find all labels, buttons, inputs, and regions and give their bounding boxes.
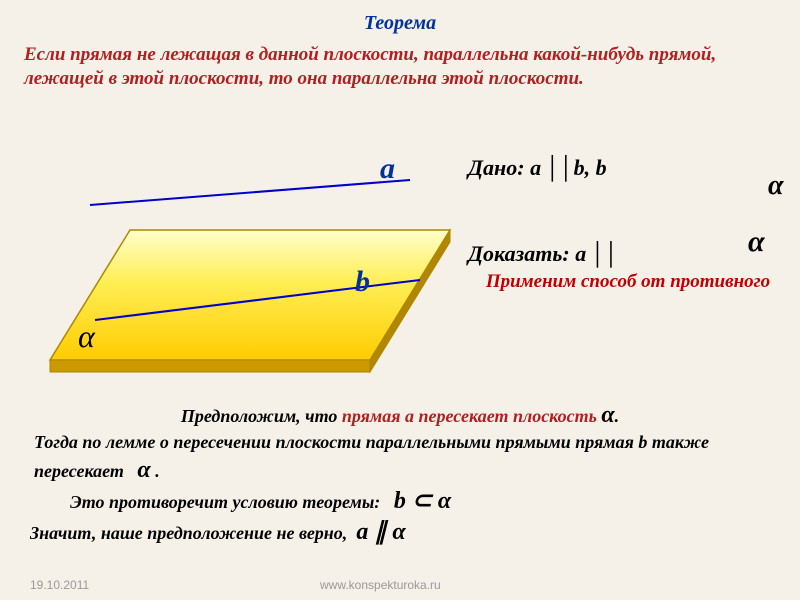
given-text: Дано: a ││b, b <box>468 155 607 180</box>
footer-url: www.konspekturoka.ru <box>320 578 441 592</box>
label-alpha: α <box>78 318 95 355</box>
given-line: Дано: a ││b, b <box>468 155 788 181</box>
theorem-statement: Если прямая не лежащая в данной плоскост… <box>0 35 800 97</box>
right-column: Дано: a ││b, b α Доказать: a ││ α Примен… <box>468 155 788 293</box>
expr-b-subset-alpha: b ⊂ α <box>394 488 451 514</box>
proof-block: Предположим, что прямая а пересекает пло… <box>30 400 770 548</box>
geometry-diagram: a b α <box>30 150 460 390</box>
alpha-2: α <box>137 457 150 483</box>
prove-text: Доказать: a ││ <box>468 241 619 266</box>
label-a: a <box>380 152 395 186</box>
proof-assumption: прямая а пересекает плоскость <box>342 406 597 426</box>
footer-date: 19.10.2011 <box>30 578 89 592</box>
expr-a-parallel-alpha: a ∥ α <box>356 519 405 545</box>
given-alpha: α <box>768 170 784 202</box>
theorem-title: Теорема <box>0 0 800 35</box>
theorem-body: Если прямая не лежащая в данной плоскост… <box>24 44 716 89</box>
prove-line: Доказать: a ││ <box>468 241 788 267</box>
proof-line-3: Это противоречит условию теоремы: b ⊂ α <box>30 486 770 517</box>
title-text: Теорема <box>364 12 436 34</box>
proof-line-2: Тогда по лемме о пересечении плоскости п… <box>30 431 770 486</box>
method-text: Применим способ от противного <box>468 271 788 293</box>
proof-line-4: Значит, наше предположение не верно, a ∥… <box>30 517 770 548</box>
proof-line-1: Предположим, что прямая а пересекает пло… <box>30 400 770 431</box>
label-b: b <box>355 265 370 299</box>
prove-alpha: α <box>748 225 765 259</box>
alpha-1: α <box>601 402 614 428</box>
